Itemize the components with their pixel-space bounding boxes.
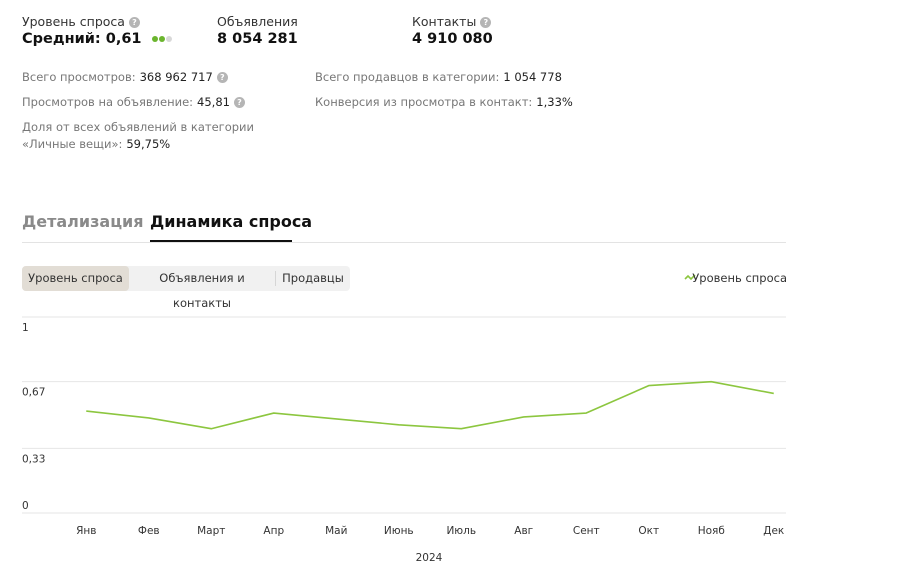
tab-underline xyxy=(150,240,292,242)
x-tick-label: Июнь xyxy=(384,525,414,537)
metric: Доля от всех объявлений в категории «Лич… xyxy=(22,119,307,153)
stat-label: Контакты? xyxy=(412,14,492,29)
segment[interactable]: Объявления и контакты xyxy=(159,271,245,310)
stat-value-text: Средний: 0,61 xyxy=(22,31,142,47)
metric: Всего продавцов в категории: 1 054 778 xyxy=(315,70,562,84)
legend-icon xyxy=(684,274,696,281)
stat-value: 8 054 281 xyxy=(217,31,298,47)
y-tick-label: 1 xyxy=(22,322,29,334)
stat-label-text: Уровень спроса xyxy=(22,14,125,29)
metric: Просмотров на объявление: 45,81? xyxy=(22,95,245,109)
y-tick-label: 0,67 xyxy=(22,387,45,399)
metric-label: Просмотров на объявление: xyxy=(22,95,194,109)
help-icon[interactable]: ? xyxy=(216,72,228,83)
metric-value: 368 962 717 xyxy=(139,70,213,84)
metric-label: Всего просмотров: xyxy=(22,70,136,84)
stat-label: Уровень спроса? xyxy=(22,14,140,29)
x-tick-label: Фев xyxy=(138,525,160,537)
tab[interactable]: Детализация xyxy=(22,212,144,231)
metric-value: 59,75% xyxy=(126,137,171,151)
tab-active[interactable]: Динамика спроса xyxy=(150,212,313,231)
x-tick-label: Окт xyxy=(638,525,659,537)
y-tick-label: 0 xyxy=(22,500,29,512)
metric: Всего просмотров: 368 962 717? xyxy=(22,70,228,84)
y-tick-label: 0,33 xyxy=(22,453,45,465)
help-icon[interactable]: ? xyxy=(233,97,245,108)
stat-label: Объявления xyxy=(217,14,298,29)
x-tick-label: Дек xyxy=(763,525,784,537)
segment[interactable]: Продавцы xyxy=(282,271,344,285)
segment-divider xyxy=(275,271,276,286)
x-tick-label: Май xyxy=(325,525,347,537)
metric-label: Всего продавцов в категории: xyxy=(315,70,500,84)
level-dots xyxy=(151,36,172,42)
help-icon[interactable]: ? xyxy=(128,17,140,28)
metric-value: 1 054 778 xyxy=(503,70,562,84)
metric-value: 1,33% xyxy=(536,95,573,109)
line-series xyxy=(86,380,774,430)
x-tick-label: Апр xyxy=(263,525,284,537)
stat-value: 4 910 080 xyxy=(412,31,493,47)
segment-active[interactable]: Уровень спроса xyxy=(22,266,129,291)
stat-value: Средний: 0,61 xyxy=(22,31,175,47)
x-axis-label: 2024 xyxy=(416,552,443,564)
x-tick-label: Сент xyxy=(573,525,600,537)
x-tick-label: Нояб xyxy=(698,525,725,537)
help-icon[interactable]: ? xyxy=(480,17,492,28)
legend-label: Уровень спроса xyxy=(692,271,787,285)
metric-label: Доля от всех объявлений в категории «Лич… xyxy=(22,120,254,151)
x-tick-label: Июль xyxy=(446,525,476,537)
metric-value: 45,81 xyxy=(197,95,230,109)
x-tick-label: Авг xyxy=(514,525,533,537)
x-tick-label: Март xyxy=(197,525,225,537)
metric: Конверсия из просмотра в контакт: 1,33% xyxy=(315,95,573,109)
x-tick-label: Янв xyxy=(76,525,96,537)
stat-label-text: Контакты xyxy=(412,14,477,29)
tab-divider xyxy=(22,242,786,243)
metric-label: Конверсия из просмотра в контакт: xyxy=(315,95,533,109)
